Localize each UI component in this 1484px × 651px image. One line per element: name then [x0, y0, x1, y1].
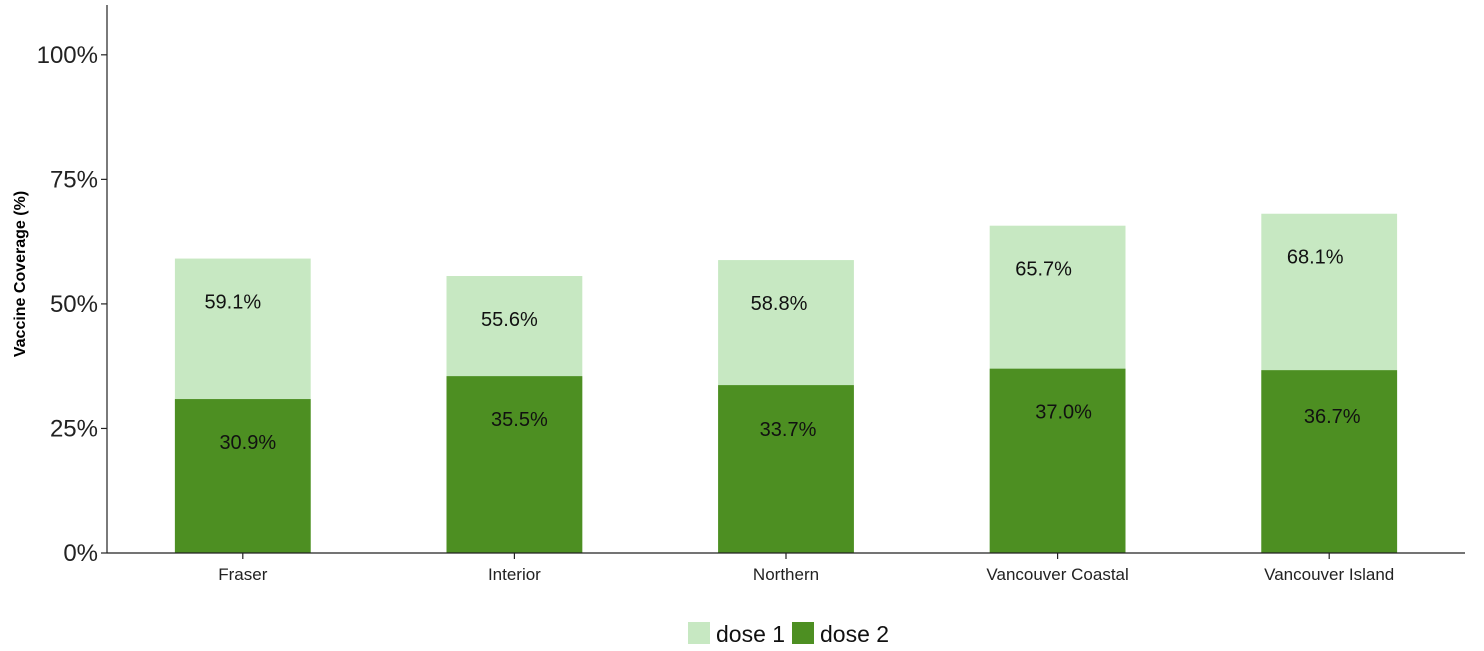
legend: dose 1 dose 2: [688, 621, 889, 647]
x-axis-ticks: Fraser Interior Northern Vancouver Coastal V…: [218, 553, 1394, 584]
bar-dose-2-fraser: [174, 399, 311, 553]
y-axis-ticks: 0% 25% 50% 75% 100%: [37, 42, 107, 567]
legend-swatch-dose-1: [688, 622, 710, 644]
data-label-dose-2: 33.7%: [760, 419, 817, 441]
x-tick-label: Fraser: [218, 565, 267, 584]
bar-dose-2-northern: [718, 385, 854, 553]
y-tick-label: 75%: [50, 166, 98, 193]
legend-label-dose-2: dose 2: [820, 621, 889, 647]
data-label-dose-1: 58.8%: [751, 293, 808, 315]
y-tick-label: 50%: [50, 291, 98, 318]
data-labels-layer: 59.1% 55.6% 58.8% 65.7% 68.1% 30.9% 35.5% 33.7%…: [204, 247, 1360, 454]
x-tick-label: Northern: [753, 565, 819, 584]
bars-layer: [174, 213, 1398, 554]
x-tick-label: Vancouver Coastal: [986, 565, 1128, 584]
data-label-dose-2: 30.9%: [219, 432, 276, 454]
x-tick-label: Vancouver Island: [1264, 565, 1394, 584]
data-label-dose-1: 59.1%: [204, 292, 261, 314]
data-label-dose-2: 35.5%: [491, 409, 548, 431]
data-label-dose-1: 68.1%: [1287, 247, 1344, 269]
bar-dose-2-vancouver-island: [1261, 370, 1398, 553]
y-tick-label: 100%: [37, 42, 98, 69]
data-label-dose-1: 65.7%: [1015, 259, 1072, 281]
legend-label-dose-1: dose 1: [716, 621, 785, 647]
y-axis-title: Vaccine Coverage (%): [12, 191, 29, 357]
bar-dose-2-vancouver-coastal: [989, 368, 1126, 553]
data-label-dose-2: 37.0%: [1035, 402, 1092, 424]
data-label-dose-2: 36.7%: [1304, 406, 1361, 428]
data-label-dose-1: 55.6%: [481, 309, 538, 331]
y-tick-label: 0%: [63, 540, 98, 567]
bar-dose-2-interior: [446, 376, 583, 553]
y-tick-label: 25%: [50, 415, 98, 442]
x-tick-label: Interior: [488, 565, 541, 584]
legend-swatch-dose-2: [792, 622, 814, 644]
